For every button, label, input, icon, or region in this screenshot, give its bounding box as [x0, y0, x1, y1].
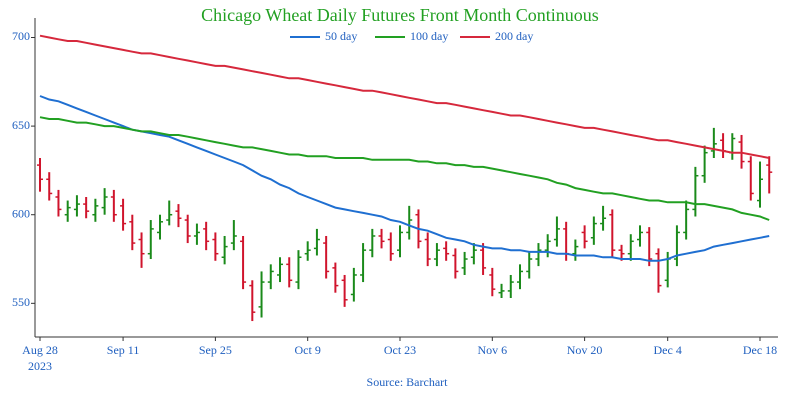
y-tick-label: 600: [12, 206, 30, 220]
x-tick-label: Sep 25: [199, 343, 232, 357]
source-note: Source: Barchart: [367, 375, 449, 389]
y-tick-label: 550: [12, 295, 30, 309]
legend-label: 50 day: [325, 29, 357, 43]
x-tick-label: Aug 28: [22, 343, 58, 357]
ma-line: [39, 116, 770, 221]
chart-title: Chicago Wheat Daily Futures Front Month …: [201, 5, 599, 25]
x-tick-label: Oct 9: [295, 343, 321, 357]
x-tick-label: Dec 18: [743, 343, 777, 357]
legend-label: 100 day: [410, 29, 448, 43]
x-tick-year: 2023: [28, 359, 52, 373]
x-tick-label: Dec 4: [654, 343, 682, 357]
x-tick-label: Nov 6: [477, 343, 507, 357]
ma-line: [39, 95, 770, 262]
x-tick-label: Sep 11: [107, 343, 140, 357]
x-tick-label: Oct 23: [384, 343, 416, 357]
ma-line: [39, 34, 770, 159]
legend-label: 200 day: [495, 29, 533, 43]
y-tick-label: 650: [12, 118, 30, 132]
x-tick-label: Nov 20: [567, 343, 603, 357]
y-tick-label: 700: [12, 29, 30, 43]
